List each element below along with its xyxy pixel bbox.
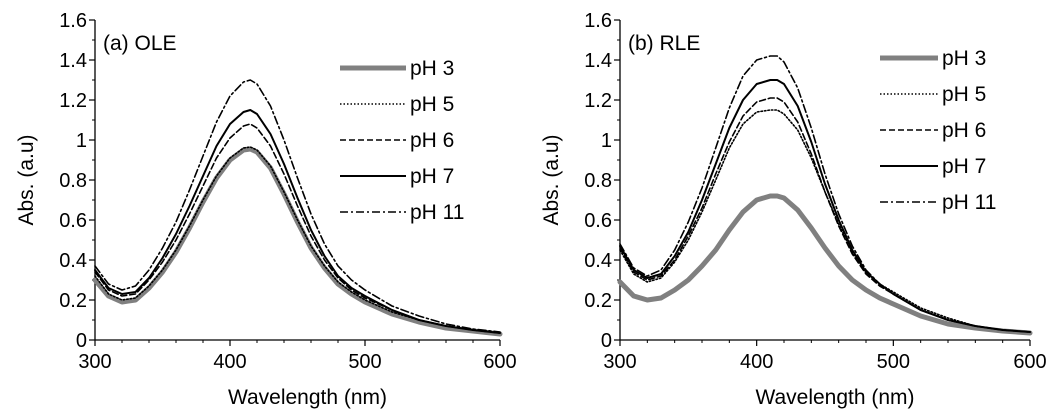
legend: pH 3 pH 5 pH 6 pH 7 pH 11 bbox=[880, 47, 996, 214]
series-line-ph-3 bbox=[617, 193, 1033, 336]
y-tick-label: 0.6 bbox=[584, 210, 612, 232]
chart-panel-b: 0 0.2 0.4 0.6 0.8 1 1.2 1.4 1.6 300 400 500 600 Wavel… bbox=[540, 10, 1047, 409]
x-tick-label: 600 bbox=[1013, 351, 1046, 373]
y-axis-title: Abs. (a.u) bbox=[15, 134, 38, 225]
legend-label: pH 11 bbox=[942, 191, 996, 214]
legend-label: pH 6 bbox=[410, 129, 454, 152]
y-tick-label: 0 bbox=[76, 330, 87, 352]
y-tick-label: 1.2 bbox=[584, 90, 612, 112]
x-tick-label: 300 bbox=[603, 351, 636, 373]
y-tick-label: 0.4 bbox=[584, 250, 612, 272]
x-tick-label: 400 bbox=[740, 351, 773, 373]
y-tick-label: 1.6 bbox=[59, 10, 87, 32]
legend-label: pH 7 bbox=[410, 165, 454, 188]
legend-label: pH 7 bbox=[942, 155, 986, 178]
legend-label: pH 3 bbox=[410, 57, 454, 80]
y-tick-label: 0.8 bbox=[584, 170, 612, 192]
series-line-ph-5 bbox=[619, 109, 1031, 333]
panel-label: (a) OLE bbox=[103, 32, 177, 55]
legend-label: pH 3 bbox=[942, 47, 986, 70]
legend-label: pH 6 bbox=[942, 119, 986, 142]
legend-label: pH 11 bbox=[410, 201, 464, 224]
x-axis-title: Wavelength (nm) bbox=[755, 386, 914, 409]
panel-label: (b) RLE bbox=[628, 32, 700, 55]
y-tick-label: 1.4 bbox=[584, 50, 612, 72]
x-tick-label: 400 bbox=[213, 351, 246, 373]
y-axis-title: Abs. (a.u) bbox=[540, 134, 563, 225]
series-line-ph-3 bbox=[92, 146, 503, 337]
y-tick-label: 0.2 bbox=[584, 290, 612, 312]
x-tick-label: 300 bbox=[78, 351, 111, 373]
series-line-ph-11 bbox=[94, 79, 501, 333]
x-tick-label: 500 bbox=[348, 351, 381, 373]
series-line-ph-6 bbox=[94, 123, 501, 334]
x-tick-label: 500 bbox=[877, 351, 910, 373]
y-tick-label: 1 bbox=[601, 130, 612, 152]
series-line-ph-11 bbox=[619, 55, 1031, 333]
y-tick-label: 0.2 bbox=[59, 290, 87, 312]
y-tick-label: 1.6 bbox=[584, 10, 612, 32]
y-tick-label: 1.4 bbox=[59, 50, 87, 72]
x-tick-label: 600 bbox=[483, 351, 516, 373]
series-line-ph-7 bbox=[94, 109, 501, 334]
legend-label: pH 5 bbox=[410, 93, 454, 116]
series-line-ph-5 bbox=[94, 146, 501, 334]
x-axis-title: Wavelength (nm) bbox=[228, 386, 387, 409]
legend-label: pH 5 bbox=[942, 83, 986, 106]
y-tick-label: 1 bbox=[76, 130, 87, 152]
y-tick-label: 0.4 bbox=[59, 250, 87, 272]
y-tick-label: 1.2 bbox=[59, 90, 87, 112]
y-tick-label: 0.8 bbox=[59, 170, 87, 192]
legend: pH 3 pH 5 pH 6 pH 7 pH 11 bbox=[340, 57, 464, 224]
y-tick-label: 0.6 bbox=[59, 210, 87, 232]
chart-panel-a: 0 0.2 0.4 0.6 0.8 1 1.2 1.4 1.6 300 400 500 600 Wavel… bbox=[15, 10, 517, 409]
y-tick-label: 0 bbox=[601, 330, 612, 352]
